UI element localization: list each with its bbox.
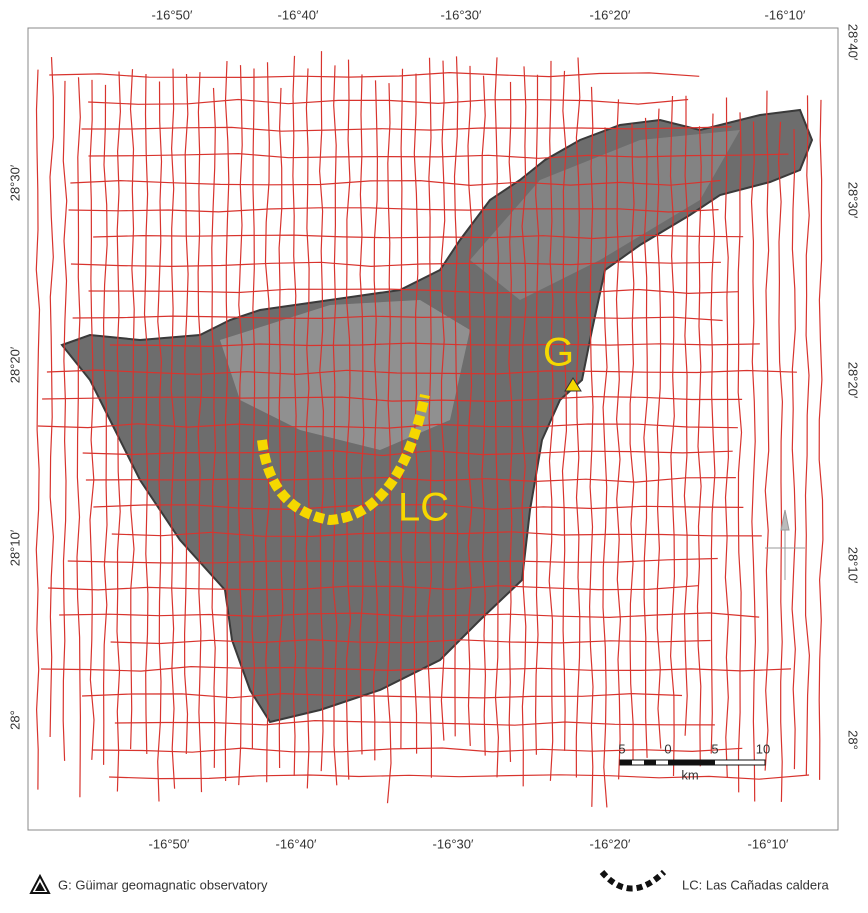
bottom-tick-label: -16°50′: [149, 836, 190, 851]
top-tick-label: -16°40′: [278, 7, 319, 22]
right-tick-label: 28°40′: [846, 24, 861, 61]
right-tick-label: 28°: [846, 730, 861, 750]
legend-observatory: G: Güimar geomagnatic observatory: [58, 877, 268, 892]
scale-bar: [620, 760, 765, 765]
left-tick-label: 28°10′: [7, 529, 22, 566]
top-tick-label: -16°20′: [590, 7, 631, 22]
bottom-tick-label: -16°10′: [748, 836, 789, 851]
left-tick-label: 28°20′: [7, 346, 22, 383]
right-tick-label: 28°30′: [846, 182, 861, 219]
legend-caldera: LC: Las Cañadas caldera: [682, 877, 829, 892]
scale-label: 5: [618, 741, 625, 756]
bottom-tick-label: -16°20′: [590, 836, 631, 851]
bottom-tick-label: -16°30′: [433, 836, 474, 851]
map-figure: LC G 5 0 5 10 km G: Güimar geomagnatic o…: [0, 0, 868, 913]
top-tick-label: -16°10′: [765, 7, 806, 22]
left-tick-label: 28°: [7, 710, 22, 730]
observatory-label: G: [543, 331, 574, 375]
right-tick-label: 28°10′: [846, 547, 861, 584]
top-tick-label: -16°50′: [152, 7, 193, 22]
caldera-label: LC: [398, 486, 449, 530]
legend-caldera-icon: [602, 872, 664, 889]
scale-label: 10: [756, 741, 770, 756]
left-tick-label: 28°30′: [7, 164, 22, 201]
scale-label: 5: [711, 741, 718, 756]
right-tick-label: 28°20′: [846, 362, 861, 399]
bottom-tick-label: -16°40′: [276, 836, 317, 851]
scale-unit: km: [681, 767, 698, 782]
scale-label: 0: [664, 741, 671, 756]
top-tick-label: -16°30′: [441, 7, 482, 22]
